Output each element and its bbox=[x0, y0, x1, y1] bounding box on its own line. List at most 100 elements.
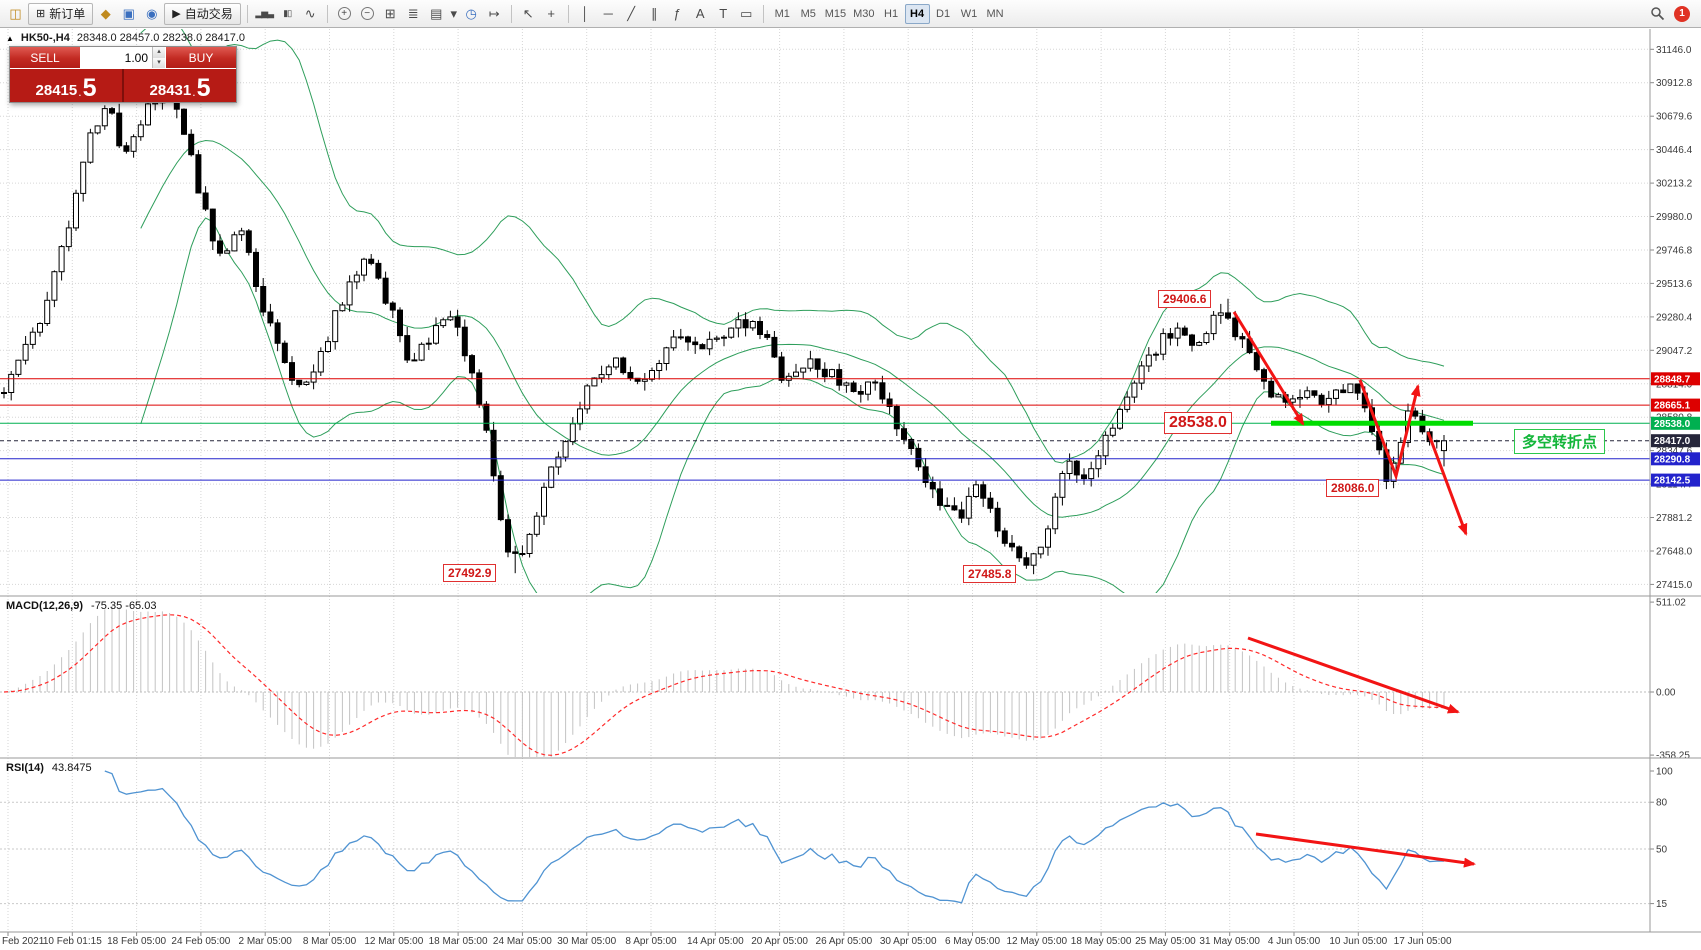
trend-arrow[interactable] bbox=[1426, 431, 1468, 536]
timeframe-D1[interactable]: D1 bbox=[936, 7, 951, 20]
new-order-button[interactable]: ⊞ 新订单 bbox=[28, 2, 94, 25]
strategy-tester-icon[interactable]: ◆ bbox=[100, 5, 111, 21]
indicators-icon[interactable]: ≣ bbox=[407, 5, 419, 21]
volume-value[interactable]: 1.00 bbox=[124, 50, 148, 65]
buy-price-dot: . bbox=[192, 84, 196, 99]
periods-icon[interactable]: ◷ bbox=[465, 5, 477, 21]
bar-chart-icon[interactable]: ▂▅▃ bbox=[255, 8, 274, 18]
timeframe-W1[interactable]: W1 bbox=[960, 7, 978, 20]
templates-icon[interactable]: ▤ bbox=[430, 5, 443, 21]
horizontal-line-icon[interactable]: ─ bbox=[603, 6, 613, 21]
price-annotation[interactable]: 28086.0 bbox=[1326, 479, 1380, 497]
svg-text:30 Mar 05:00: 30 Mar 05:00 bbox=[557, 936, 616, 947]
price-axis: 31146.0 30912.8 30679.6 30446.4 30213.2 29980… bbox=[1650, 45, 1700, 910]
macd-histogram bbox=[10, 605, 1445, 757]
svg-text:6 May 05:00: 6 May 05:00 bbox=[945, 936, 1000, 947]
line-chart-icon[interactable]: ∿ bbox=[304, 5, 316, 21]
notification-badge[interactable]: 1 bbox=[1674, 5, 1690, 22]
search-icon[interactable] bbox=[1647, 3, 1668, 24]
trend-arrow[interactable] bbox=[1247, 636, 1460, 714]
cursor-icon[interactable]: ↖ bbox=[522, 5, 534, 21]
shapes-icon[interactable]: ▭ bbox=[740, 5, 753, 21]
svg-text:31 May 05:00: 31 May 05:00 bbox=[1199, 936, 1260, 947]
rsi-value: 43.8475 bbox=[51, 762, 92, 774]
svg-text:28417.0: 28417.0 bbox=[1654, 436, 1691, 447]
symbol-marker-icon: ▲ bbox=[6, 33, 14, 43]
timeframe-H1[interactable]: H1 bbox=[884, 7, 899, 20]
vertical-line-icon[interactable]: │ bbox=[581, 6, 590, 21]
svg-text:30446.4: 30446.4 bbox=[1656, 145, 1693, 156]
svg-text:30 Apr 05:00: 30 Apr 05:00 bbox=[880, 936, 937, 947]
svg-text:27648.0: 27648.0 bbox=[1656, 547, 1693, 558]
svg-text:27881.2: 27881.2 bbox=[1656, 513, 1693, 524]
chart-window-icon[interactable]: ◫ bbox=[9, 5, 22, 21]
trend-arrow[interactable] bbox=[1232, 311, 1305, 426]
auto-trading-button[interactable]: ▶ 自动交易 bbox=[164, 2, 241, 25]
price-annotation[interactable]: 28538.0 bbox=[1164, 412, 1232, 434]
price-annotation[interactable]: 29406.6 bbox=[1158, 290, 1212, 308]
text-icon[interactable]: A bbox=[695, 6, 705, 21]
channel-icon[interactable]: ∥ bbox=[650, 5, 658, 21]
volume-down-icon[interactable]: ▾ bbox=[153, 57, 165, 68]
sell-price[interactable]: 28415. 5 bbox=[10, 69, 122, 102]
axis-price-tag bbox=[1651, 416, 1700, 430]
buy-price-pip: 5 bbox=[196, 73, 211, 102]
svg-text:10 Feb 01:15: 10 Feb 01:15 bbox=[43, 936, 102, 947]
trendline-icon[interactable]: ╱ bbox=[627, 5, 636, 21]
timeframe-H4[interactable]: H4 bbox=[904, 3, 930, 24]
sell-button[interactable]: SELL bbox=[10, 47, 80, 68]
zoom-out-icon[interactable]: − bbox=[357, 3, 378, 24]
volume-up-icon[interactable]: ▴ bbox=[153, 47, 165, 58]
candlestick-chart-icon[interactable]: ▮▯ bbox=[283, 8, 292, 18]
svg-text:29280.4: 29280.4 bbox=[1656, 312, 1693, 323]
svg-text:20 Apr 05:00: 20 Apr 05:00 bbox=[751, 936, 808, 947]
svg-text:511.02: 511.02 bbox=[1656, 598, 1686, 609]
timeframe-MN[interactable]: MN bbox=[986, 7, 1004, 20]
tile-windows-icon[interactable]: ⊞ bbox=[384, 5, 396, 21]
svg-text:25 May 05:00: 25 May 05:00 bbox=[1135, 936, 1196, 947]
buy-price-main: 28431 bbox=[149, 81, 192, 99]
horizontal-price-lines bbox=[0, 378, 1650, 481]
zoom-out-glyph: − bbox=[360, 7, 374, 20]
new-order-label: 新订单 bbox=[49, 7, 86, 21]
help-icon[interactable]: ◉ bbox=[146, 5, 158, 21]
text-label-icon[interactable]: T bbox=[719, 6, 728, 21]
zoom-in-icon[interactable]: + bbox=[334, 3, 355, 24]
crosshair-icon[interactable]: + bbox=[547, 6, 556, 21]
trend-arrow[interactable] bbox=[1255, 832, 1476, 868]
annotation-arrows[interactable] bbox=[1232, 311, 1476, 868]
svg-text:28665.1: 28665.1 bbox=[1654, 401, 1691, 412]
svg-text:17 Jun 05:00: 17 Jun 05:00 bbox=[1394, 936, 1452, 947]
price-divider bbox=[122, 69, 124, 102]
rsi-level-lines bbox=[0, 801, 1650, 905]
timeframe-M1[interactable]: M1 bbox=[774, 7, 790, 20]
price-annotation[interactable]: 27492.9 bbox=[443, 564, 497, 582]
svg-text:Feb 2021: Feb 2021 bbox=[2, 936, 45, 947]
trend-arrow[interactable] bbox=[1358, 379, 1421, 482]
toolbar-separator bbox=[510, 4, 512, 23]
buy-button[interactable]: BUY bbox=[166, 47, 236, 68]
toolbar-separator bbox=[246, 4, 248, 23]
terminal-icon[interactable]: ▣ bbox=[122, 5, 135, 21]
candles-layer bbox=[1, 74, 1447, 575]
timeframe-M15[interactable]: M15 bbox=[824, 7, 847, 20]
svg-text:18 May 05:00: 18 May 05:00 bbox=[1071, 936, 1132, 947]
chart-shift-icon[interactable]: ↦ bbox=[488, 5, 500, 21]
svg-text:12 Mar 05:00: 12 Mar 05:00 bbox=[364, 936, 423, 947]
volume-spinner[interactable]: ▴ ▾ bbox=[152, 47, 165, 68]
fibonacci-icon[interactable]: ƒ bbox=[673, 6, 681, 21]
timeframe-M30[interactable]: M30 bbox=[853, 7, 875, 20]
toolbar-separator bbox=[326, 4, 328, 23]
axis-price-tag bbox=[1651, 452, 1700, 466]
volume-field[interactable]: 1.00 ▴ ▾ bbox=[80, 47, 166, 68]
axis-price-tag bbox=[1651, 473, 1700, 487]
timeframe-M5[interactable]: M5 bbox=[800, 7, 816, 20]
templates-dropdown-icon[interactable]: ▾ bbox=[450, 5, 457, 21]
turning-point-note[interactable]: 多空转折点 bbox=[1514, 429, 1606, 454]
svg-text:29047.2: 29047.2 bbox=[1656, 346, 1693, 357]
buy-price[interactable]: 28431. 5 bbox=[124, 69, 236, 102]
price-annotation[interactable]: 27485.8 bbox=[963, 565, 1017, 583]
svg-text:-358.25: -358.25 bbox=[1656, 751, 1690, 762]
